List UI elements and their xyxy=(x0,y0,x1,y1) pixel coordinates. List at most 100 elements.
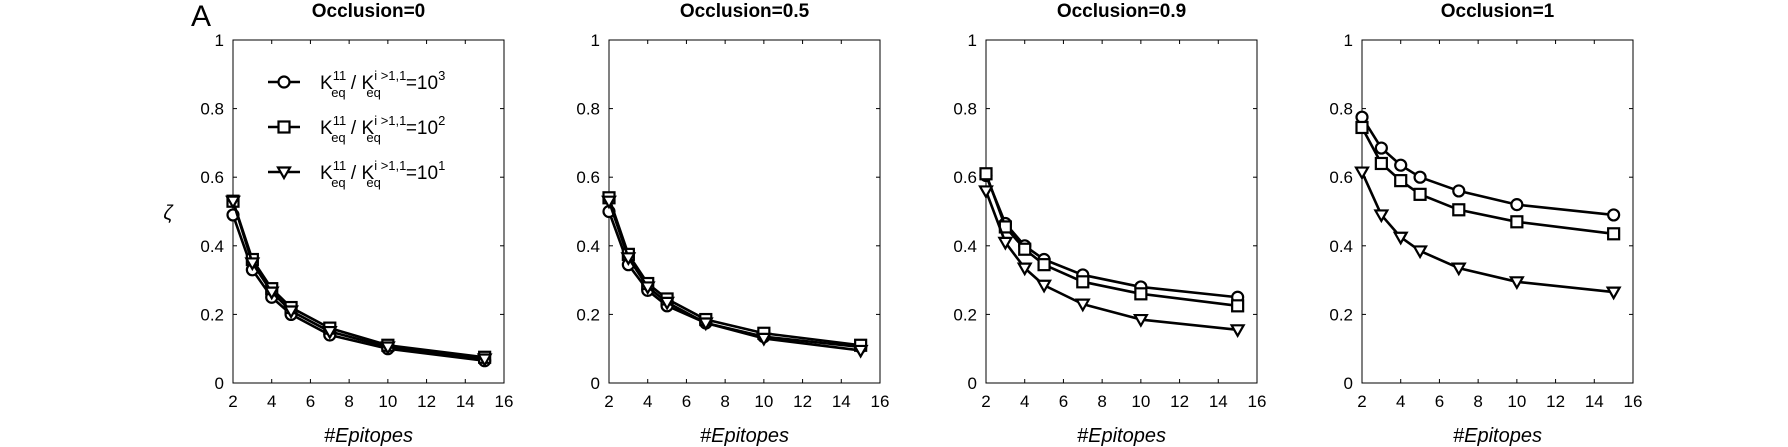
panel-title: Occlusion=0.5 xyxy=(680,1,810,22)
x-tick-label: 8 xyxy=(1473,392,1482,411)
y-tick-label: 0.8 xyxy=(576,100,600,119)
series-square xyxy=(226,194,492,364)
y-tick-label: 0.4 xyxy=(576,237,600,256)
x-tick-label: 2 xyxy=(981,392,990,411)
series-line xyxy=(231,200,485,361)
axes-box xyxy=(985,39,1258,384)
data-point xyxy=(978,185,994,200)
x-tick-label: 4 xyxy=(643,392,652,411)
legend-marker xyxy=(276,166,292,181)
data-point xyxy=(244,257,261,272)
series-line xyxy=(984,174,1238,299)
y-axis-label: ζ xyxy=(163,203,174,225)
legend-entry: K11 eq / Ki >1,1 eq =102 xyxy=(268,113,445,145)
x-tick-label: 6 xyxy=(306,392,315,411)
y-tick-label: 0.2 xyxy=(1329,305,1353,324)
data-point xyxy=(1036,279,1052,294)
x-tick-label: 12 xyxy=(1170,392,1189,411)
data-point xyxy=(601,195,617,210)
legend-label: K11 eq / Ki >1,1 eq =102 xyxy=(320,113,445,145)
series-circle xyxy=(1355,110,1621,222)
x-tick-label: 12 xyxy=(1546,392,1565,411)
data-point xyxy=(1231,299,1245,313)
data-point xyxy=(1354,166,1370,181)
x-tick-label: 12 xyxy=(793,392,812,411)
x-tick-label: 14 xyxy=(456,392,475,411)
series-line xyxy=(607,200,861,352)
data-point xyxy=(852,344,869,359)
series-line xyxy=(607,197,861,347)
x-tick-label: 2 xyxy=(228,392,237,411)
data-point xyxy=(1508,276,1525,291)
y-tick-label: 1 xyxy=(591,31,600,50)
x-axis-label: #Epitopes xyxy=(700,425,789,447)
x-tick-label: 16 xyxy=(495,392,514,411)
x-tick-label: 2 xyxy=(604,392,613,411)
data-point xyxy=(1452,184,1466,198)
y-tick-label: 1 xyxy=(1344,31,1353,50)
panel-3: Occlusion=0.9 2 4 6 8 10 12 14 16 0 0.2 0.4 0.6 0.8 1 #… xyxy=(953,1,1266,447)
data-point xyxy=(1452,203,1466,217)
x-tick-label: 14 xyxy=(1209,392,1228,411)
y-tick-label: 0.2 xyxy=(576,305,600,324)
data-point xyxy=(1018,242,1032,256)
data-point xyxy=(979,167,993,181)
data-point xyxy=(1510,198,1524,212)
data-point xyxy=(225,195,241,210)
x-tick-label: 16 xyxy=(1248,392,1267,411)
data-point xyxy=(1394,174,1408,188)
series-square xyxy=(979,167,1245,313)
x-tick-label: 10 xyxy=(378,392,397,411)
legend-marker xyxy=(277,120,291,134)
data-point xyxy=(1374,141,1388,155)
x-tick-label: 14 xyxy=(1585,392,1604,411)
data-point xyxy=(1607,208,1621,222)
y-tick-label: 0.8 xyxy=(200,100,224,119)
x-tick-label: 4 xyxy=(1020,392,1029,411)
x-tick-label: 4 xyxy=(267,392,276,411)
series-triangle-down xyxy=(225,195,493,368)
data-point xyxy=(1074,298,1091,313)
x-tick-label: 6 xyxy=(682,392,691,411)
x-tick-label: 10 xyxy=(1507,392,1526,411)
series-triangle-down xyxy=(1354,166,1622,301)
panel-letter: A xyxy=(191,0,211,33)
data-point xyxy=(697,317,714,332)
data-point xyxy=(476,353,493,368)
y-tick-label: 0.8 xyxy=(1329,100,1353,119)
x-tick-label: 2 xyxy=(1357,392,1366,411)
y-tick-label: 0.8 xyxy=(953,100,977,119)
series-line xyxy=(231,200,485,359)
data-point xyxy=(1413,170,1427,184)
legend-marker xyxy=(277,75,291,89)
data-point xyxy=(321,325,338,340)
data-point xyxy=(659,296,675,311)
data-point xyxy=(1076,275,1090,289)
series-triangle-down xyxy=(978,185,1246,339)
x-tick-label: 8 xyxy=(1097,392,1106,411)
panel-title: Occlusion=0.9 xyxy=(1057,1,1186,22)
data-point xyxy=(1037,258,1051,272)
series-triangle-down xyxy=(601,195,869,359)
panel-title: Occlusion=0 xyxy=(312,1,426,22)
data-point xyxy=(1392,231,1409,246)
y-tick-label: 0.4 xyxy=(953,237,977,256)
data-point xyxy=(1412,245,1428,260)
y-tick-label: 0.4 xyxy=(1329,237,1353,256)
legend-label: K11 eq / Ki >1,1 eq =103 xyxy=(320,68,445,100)
legend: K11 eq / Ki >1,1 eq =103 K11 eq / Ki >1,1 eq =1… xyxy=(268,68,445,190)
x-tick-label: 12 xyxy=(417,392,436,411)
y-tick-label: 1 xyxy=(215,31,224,50)
x-axis-label: #Epitopes xyxy=(1453,425,1542,447)
x-tick-label: 10 xyxy=(1131,392,1150,411)
data-point xyxy=(1450,262,1467,277)
data-point xyxy=(755,332,772,347)
legend-label: K11 eq / Ki >1,1 eq =101 xyxy=(320,158,445,190)
y-tick-label: 0 xyxy=(968,374,977,393)
y-tick-label: 0.2 xyxy=(200,305,224,324)
panel-2: Occlusion=0.5 2 4 6 8 10 12 14 16 0 0.2 0.4 0.6 0.8 1 #… xyxy=(576,1,889,447)
data-point xyxy=(1394,158,1408,172)
data-point xyxy=(1373,209,1390,224)
data-point xyxy=(1134,287,1148,301)
